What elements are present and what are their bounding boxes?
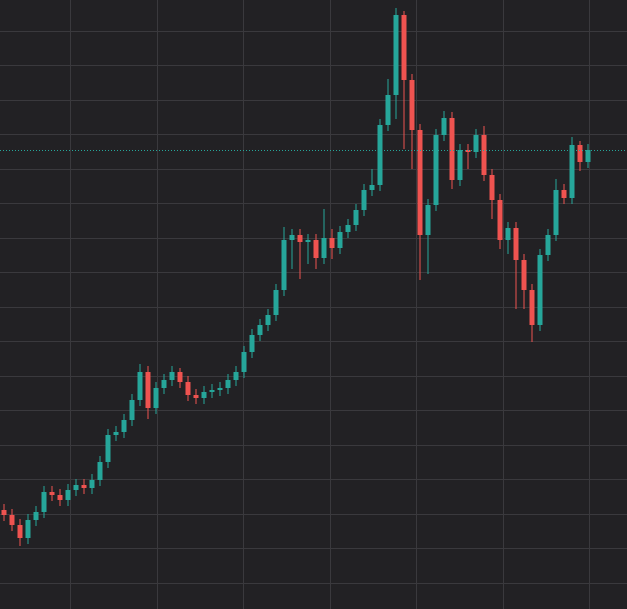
candle-body [257, 325, 263, 335]
candle-body [217, 388, 223, 390]
candle-body [473, 135, 479, 152]
candle-body [137, 372, 143, 400]
candle-body [17, 525, 23, 538]
candle-body [9, 515, 15, 525]
candle-body [353, 210, 359, 225]
candle-body [545, 235, 551, 255]
candle-body [569, 145, 575, 198]
candle-body [281, 240, 287, 290]
candle-body [177, 372, 183, 382]
candle-body [449, 118, 455, 180]
candle-body [361, 190, 367, 210]
candle-body [129, 400, 135, 420]
candle-body [305, 240, 311, 242]
candle-body [121, 420, 127, 432]
candle-body [185, 382, 191, 395]
candle-body [313, 240, 319, 258]
candle-body [441, 118, 447, 135]
candle-body [33, 512, 39, 520]
candle-body [457, 150, 463, 180]
candle-body [425, 205, 431, 235]
candle-body [393, 15, 399, 95]
candle-body [377, 125, 383, 185]
candle-body [329, 238, 335, 248]
candle-body [481, 135, 487, 175]
candle-body [489, 175, 495, 200]
candle-body [169, 372, 175, 380]
candle-body [25, 520, 31, 538]
candle-body [265, 315, 271, 325]
candle-body [321, 238, 327, 258]
candle-body [41, 492, 47, 512]
candle-body [153, 388, 159, 408]
candle-body [345, 225, 351, 232]
candle-body [577, 145, 583, 162]
candle-body [145, 372, 151, 408]
candle-body [105, 435, 111, 462]
candle-body [433, 135, 439, 205]
candle-body [81, 485, 87, 488]
candle-body [73, 485, 79, 490]
candle-body [233, 372, 239, 380]
candle-body [113, 432, 119, 435]
candle-body [193, 395, 199, 398]
candle-body [497, 200, 503, 240]
candle-body [513, 228, 519, 260]
candle-body [297, 235, 303, 242]
candle-body [585, 150, 591, 162]
candle-body [505, 228, 511, 240]
candle-body [161, 380, 167, 388]
candle-body [337, 232, 343, 248]
candle-body [537, 255, 543, 325]
candle-body [225, 380, 231, 388]
candle-body [529, 290, 535, 325]
candle-body [385, 95, 391, 125]
candle-body [89, 480, 95, 488]
candle-body [561, 190, 567, 198]
candle-body [201, 392, 207, 398]
candle-body [553, 190, 559, 235]
candle-body [57, 495, 63, 500]
candle-body [241, 352, 247, 372]
candle-body [273, 290, 279, 315]
candle-body [1, 510, 7, 515]
candle-body [209, 390, 215, 392]
candle-body [369, 185, 375, 190]
candle-body [65, 490, 71, 500]
candle-body [249, 335, 255, 352]
candle-body [97, 462, 103, 480]
candle-body [409, 80, 415, 130]
candle-body [521, 260, 527, 290]
candle-body [49, 492, 55, 495]
candle-body [401, 15, 407, 80]
candle-body [289, 235, 295, 240]
candle-body [417, 130, 423, 235]
